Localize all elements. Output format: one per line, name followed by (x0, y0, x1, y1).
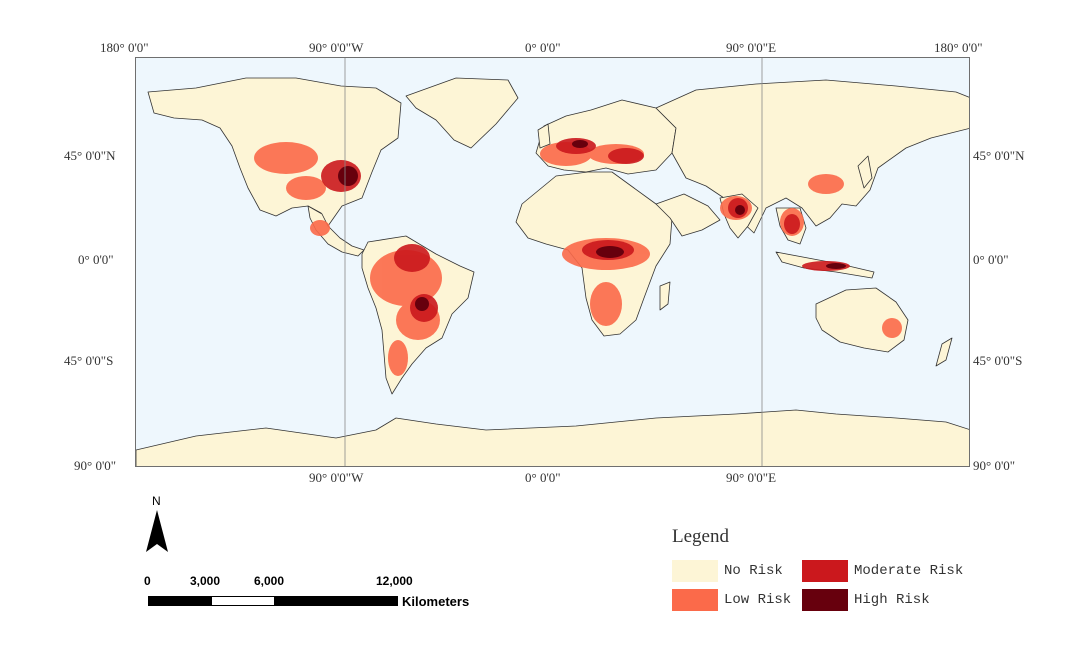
scale-tick-3000: 3,000 (190, 574, 221, 588)
legend-swatch-high-risk (802, 589, 848, 611)
top-lon-label-90e: 90° 0'0"E (726, 40, 777, 55)
legend-label-moderate-risk: Moderate Risk (854, 563, 964, 579)
left-lat-label-45s: 45° 0'0"S (64, 353, 114, 368)
right-lat-label-0: 0° 0'0" (973, 252, 1009, 267)
left-lat-label-45n: 45° 0'0"N (64, 148, 116, 163)
scale-tick-12000: 12,000 (376, 574, 413, 588)
top-lon-label-0: 0° 0'0" (525, 40, 561, 55)
bottom-lon-label-0: 0° 0'0" (525, 470, 561, 485)
map-svg (136, 58, 969, 466)
left-lat-label-0: 0° 0'0" (78, 252, 114, 267)
legend-swatch-moderate-risk (802, 560, 848, 582)
top-lon-label-180w: 180° 0'0" (100, 40, 149, 55)
right-lat-label-45n: 45° 0'0"N (973, 148, 1025, 163)
graticule-lines (344, 58, 763, 466)
legend-item-moderate-risk: Moderate Risk (802, 560, 972, 584)
asia (655, 79, 969, 234)
japan (857, 155, 873, 189)
new-zealand (935, 337, 953, 367)
right-lat-label-45s: 45° 0'0"S (973, 353, 1023, 368)
legend: Legend No Risk Low Risk Moderate Risk Hi… (672, 526, 992, 616)
landmasses (136, 77, 969, 466)
scale-tick-6000: 6,000 (254, 574, 285, 588)
scale-unit: Kilometers (402, 594, 470, 609)
north-arrow: N (140, 494, 174, 556)
high-risk-areas (338, 140, 846, 311)
top-lon-label-180e: 180° 0'0" (934, 40, 983, 55)
bottom-lon-label-90e: 90° 0'0"E (726, 470, 777, 485)
left-lat-label-90s: 90° 0'0" (74, 458, 117, 473)
world-risk-map (135, 57, 970, 467)
arabia (655, 193, 721, 237)
top-lon-label-90w: 90° 0'0"W (309, 40, 364, 55)
legend-item-low-risk: Low Risk (672, 589, 842, 613)
north-arrow-icon (146, 510, 168, 552)
legend-item-high-risk: High Risk (802, 589, 972, 613)
madagascar (659, 281, 671, 311)
antarctica (136, 409, 969, 466)
scale-segment-1 (148, 596, 212, 606)
bottom-lon-label-90w: 90° 0'0"W (309, 470, 364, 485)
legend-item-no-risk: No Risk (672, 560, 842, 584)
australia (815, 287, 909, 353)
legend-label-high-risk: High Risk (854, 592, 930, 608)
right-lat-label-90s: 90° 0'0" (973, 458, 1016, 473)
legend-swatch-no-risk (672, 560, 718, 582)
scale-segment-3 (274, 596, 398, 606)
scale-segment-2 (212, 596, 274, 606)
greenland (405, 77, 519, 149)
north-arrow-label: N (152, 494, 161, 508)
legend-label-low-risk: Low Risk (724, 592, 792, 608)
legend-swatch-low-risk (672, 589, 718, 611)
legend-label-no-risk: No Risk (724, 563, 783, 579)
legend-title: Legend (672, 526, 729, 547)
scale-tick-0: 0 (144, 574, 151, 588)
scale-bar: 0 3,000 6,000 12,000 Kilometers (144, 574, 504, 614)
uk (537, 123, 551, 149)
